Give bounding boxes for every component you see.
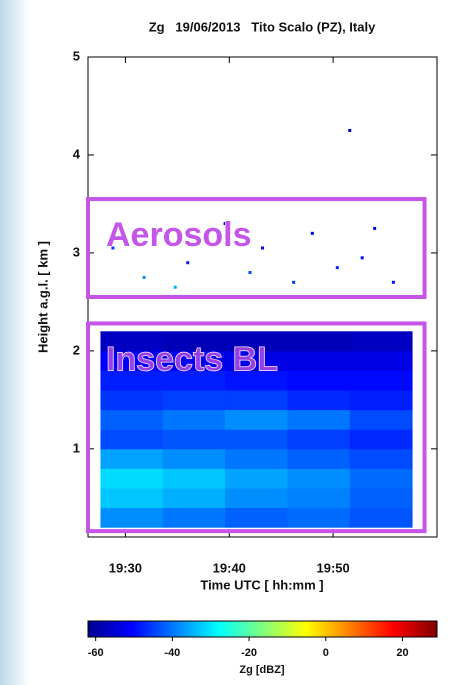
colorbar-tick-label: -60 <box>88 647 104 659</box>
heatmap-cell <box>287 370 351 391</box>
echo-point <box>348 128 352 132</box>
heatmap-cell <box>100 370 164 391</box>
heatmap-cell <box>225 468 288 489</box>
heatmap-cell <box>287 507 351 528</box>
annotation-box <box>86 197 427 299</box>
echo-point <box>186 261 190 265</box>
heatmap-cell <box>287 429 351 450</box>
heatmap-cell <box>287 448 351 469</box>
heatmap-cell <box>287 468 351 489</box>
heatmap-cell <box>225 448 288 469</box>
heatmap-cell <box>349 468 413 489</box>
colorbar <box>87 620 438 638</box>
heatmap-cell <box>349 507 413 528</box>
echo-point <box>111 246 115 250</box>
echo-point <box>335 266 339 270</box>
echo-point <box>373 226 377 230</box>
y-tick-label: 3 <box>73 244 80 259</box>
heatmap-cell <box>225 390 288 411</box>
echo-point <box>310 231 314 235</box>
colorbar-tick-label: 20 <box>396 647 408 659</box>
heatmap-cell <box>162 448 226 469</box>
echo-point <box>248 271 252 275</box>
x-tick-label: 19:50 <box>316 560 349 575</box>
heatmap-cell <box>100 429 164 450</box>
echo-point <box>155 231 159 235</box>
heatmap-cell <box>349 331 413 352</box>
heatmap-cell <box>225 488 288 509</box>
heatmap-cell <box>287 350 351 371</box>
heatmap-cell <box>162 350 226 371</box>
colorbar-label: Zg [dBZ] <box>239 664 285 676</box>
heatmap-cell <box>349 429 413 450</box>
heatmap-cell <box>349 448 413 469</box>
heatmap-cell <box>100 448 164 469</box>
colorbar-tick-label: 0 <box>323 647 329 659</box>
echo-point <box>292 280 296 284</box>
heatmap-cell <box>287 488 351 509</box>
heatmap-cell <box>100 350 164 371</box>
heatmap-cell <box>162 507 226 528</box>
heatmap-cell <box>162 409 226 430</box>
heatmap-cell <box>162 390 226 411</box>
annotation-label: Aerosols <box>106 216 252 254</box>
echo-point <box>391 280 395 284</box>
heatmap-cell <box>225 409 288 430</box>
heatmap-cell <box>100 468 164 489</box>
chart-title: Zg 19/06/2013 Tito Scalo (PZ), Italy <box>149 19 376 34</box>
y-tick-label: 2 <box>73 342 80 357</box>
x-axis-label: Time UTC [ hh:mm ] <box>200 577 323 592</box>
heatmap-cell <box>100 409 164 430</box>
heatmap-cell <box>287 390 351 411</box>
heatmap-cell <box>162 429 226 450</box>
y-tick-label: 4 <box>73 146 81 161</box>
background-edge <box>0 0 30 685</box>
colorbar-tick-label: -40 <box>164 647 180 659</box>
y-tick-label: 1 <box>73 440 80 455</box>
heatmap-cell <box>162 331 226 352</box>
echo-point <box>360 256 364 260</box>
heatmap-cell <box>287 409 351 430</box>
heatmap-cell <box>100 331 164 352</box>
heatmap-cell <box>225 429 288 450</box>
annotation-box <box>86 321 427 534</box>
echo-point <box>261 246 264 250</box>
heatmap-cell <box>349 370 413 391</box>
heatmap-cell <box>349 350 413 371</box>
echo-point <box>142 275 146 279</box>
heatmap-cell <box>162 488 226 509</box>
heatmap-cell <box>225 370 288 391</box>
heatmap-cell <box>162 370 226 391</box>
heatmap-cell <box>349 409 413 430</box>
heatmap-cell <box>100 507 164 528</box>
heatmap-cell <box>225 350 288 371</box>
heatmap-cell <box>349 390 413 411</box>
heatmap-cell <box>349 488 413 509</box>
colorbar-tick-label: -20 <box>241 647 257 659</box>
heatmap-cell <box>287 331 351 352</box>
heatmap-cell <box>225 331 288 352</box>
echo-point <box>173 285 177 289</box>
x-tick-label: 19:40 <box>213 560 246 575</box>
y-tick-label: 5 <box>73 48 80 63</box>
x-tick-label: 19:30 <box>109 560 142 575</box>
heatmap-cell <box>100 390 164 411</box>
heatmap-cell <box>100 488 164 509</box>
heatmap-cell <box>162 468 226 489</box>
annotation-label: Insects BL <box>106 340 278 378</box>
echo-point <box>223 222 227 226</box>
heatmap-cell <box>225 507 288 528</box>
y-axis-label: Height a.g.l. [ km ] <box>35 241 50 353</box>
